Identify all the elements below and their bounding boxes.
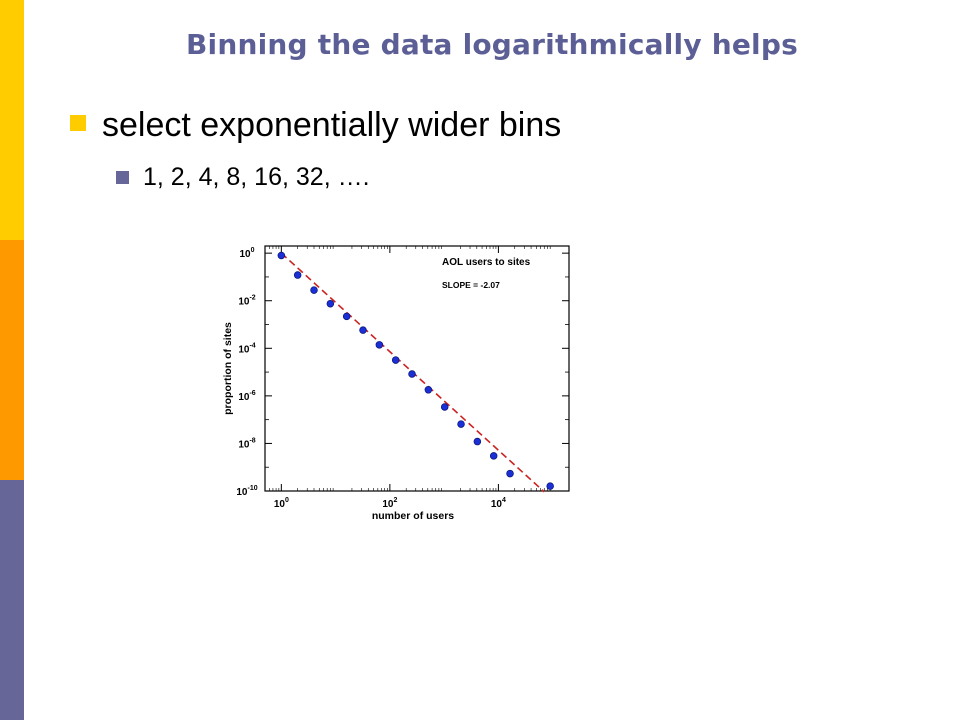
bullet-level-2: 1, 2, 4, 8, 16, 32, ….	[116, 163, 370, 192]
data-point	[506, 469, 514, 478]
data-point	[440, 403, 449, 411]
accent-bar-top	[0, 0, 24, 240]
annotation-series-name: AOL users to sites	[442, 257, 531, 268]
data-point	[342, 312, 351, 321]
annotation-slope: SLOPE = -2.07	[442, 280, 500, 290]
x-tick-label: 104	[491, 497, 506, 510]
data-point	[293, 271, 302, 279]
y-tick-label: 10-2	[238, 295, 255, 308]
y-tick-label: 10-8	[238, 437, 255, 450]
data-point	[277, 251, 286, 260]
accent-bar-middle	[0, 240, 24, 480]
data-point	[424, 386, 433, 394]
data-point	[391, 356, 400, 364]
bullet-text: select exponentially wider bins	[102, 106, 562, 144]
plot-frame	[264, 245, 570, 492]
bullet-square-icon	[116, 171, 129, 184]
y-tick-label: 100	[239, 247, 254, 260]
y-axis-label: proportion of sites	[222, 322, 234, 415]
x-tick-label: 102	[382, 497, 397, 510]
data-point	[408, 370, 416, 378]
x-axis-label: number of users	[372, 510, 454, 522]
bullet-level-1: select exponentially wider bins	[70, 106, 561, 145]
bullet-text: 1, 2, 4, 8, 16, 32, ….	[143, 163, 370, 191]
data-point	[546, 482, 554, 490]
bullet-square-icon	[70, 114, 86, 131]
y-tick-label: 10-4	[238, 342, 255, 355]
y-tick-label: 10-6	[238, 390, 255, 403]
y-tick-label: 10-10	[236, 485, 257, 498]
accent-bar-bottom	[0, 480, 24, 720]
data-point	[359, 326, 367, 334]
slide-title: Binning the data logarithmically helps	[186, 28, 798, 61]
data-point	[473, 437, 482, 446]
data-point	[457, 420, 465, 428]
data-point	[489, 452, 498, 460]
data-point	[375, 341, 384, 349]
x-tick-label: 100	[274, 497, 289, 510]
data-point	[326, 299, 335, 308]
data-point	[310, 286, 318, 294]
loglog-scatter-chart: 100 102 104 100 10-2 10-4 10-6 10-8 10-10 AOL us…	[222, 245, 570, 522]
